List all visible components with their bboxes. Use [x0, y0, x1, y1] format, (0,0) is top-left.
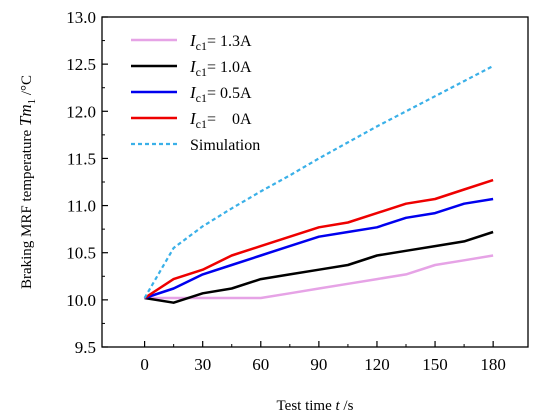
- series-layer: [143, 65, 494, 304]
- series-line-5: [143, 65, 494, 299]
- x-axis-ticks: 0 30 60 90 120 150 180: [140, 341, 506, 374]
- x-tick-label: 150: [422, 355, 448, 374]
- legend-label: Ic1= 0A: [189, 109, 252, 131]
- series-line-1: [144, 254, 494, 300]
- y-tick-label: 10.5: [66, 244, 96, 263]
- series-line-2: [144, 230, 494, 304]
- x-tick-label: 0: [140, 355, 149, 374]
- x-tick-label: 120: [364, 355, 390, 374]
- legend-label: Ic1= 1.3A: [189, 31, 252, 53]
- y-tick-label: 12.0: [66, 102, 96, 121]
- series-line-3: [144, 197, 494, 300]
- x-axis-label: Test time t /s: [277, 398, 354, 414]
- y-axis-label: Braking MRF temperature Tm1 /°C: [16, 75, 38, 289]
- y-tick-label: 13.0: [66, 8, 96, 27]
- legend-label: Simulation: [190, 137, 260, 154]
- legend-label: Ic1= 1.0A: [189, 57, 252, 79]
- y-tick-label: 12.5: [66, 55, 96, 74]
- legend: Ic1= 1.3A Ic1= 1.0A Ic1= 0.5A Ic1= 0A Simula…: [131, 31, 260, 154]
- y-tick-label: 10.0: [66, 291, 96, 310]
- y-tick-label: 9.5: [75, 338, 96, 357]
- x-tick-label: 30: [194, 355, 211, 374]
- x-tick-label: 60: [252, 355, 269, 374]
- y-tick-label: 11.0: [67, 197, 96, 216]
- series-line-4: [143, 178, 494, 300]
- x-tick-label: 90: [310, 355, 327, 374]
- y-axis-ticks: 9.5 10.0 10.5 11.0 11.5 12.0 12.5 13.0: [66, 8, 108, 357]
- legend-label: Ic1= 0.5A: [189, 83, 252, 105]
- y-tick-label: 11.5: [67, 149, 96, 168]
- x-tick-label: 180: [480, 355, 506, 374]
